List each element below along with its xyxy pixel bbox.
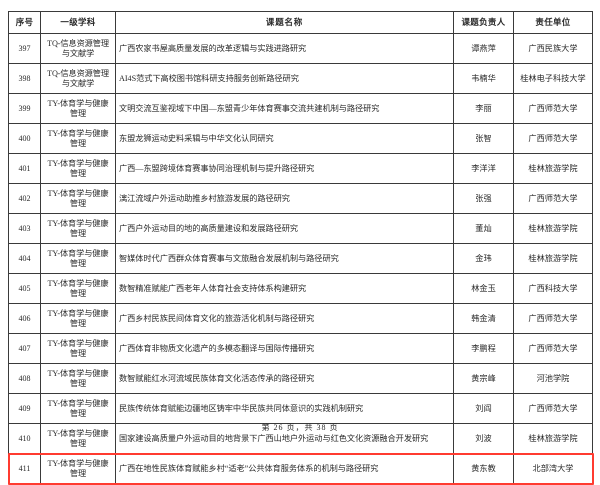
document-page: 序号 一级学科 课题名称 课题负责人 责任单位 397 TQ-信息资源管理与文献学… [7,11,594,485]
cell-organization: 广西科技大学 [513,273,593,304]
cell-seq: 409 [8,393,41,424]
cell-seq: 405 [8,273,41,304]
table-row: 405 TY-体育学与健康管理 数智精准赋能广西老年人体育社会支持体系构建研究 林金玉… [8,273,593,304]
cell-organization: 广西师范大学 [513,183,593,214]
cell-seq: 408 [8,363,41,394]
cell-title: 广西乡村民族民间体育文化的旅游活化机制与路径研究 [115,303,454,334]
cell-organization: 桂林旅游学院 [513,213,593,244]
cell-organization: 广西师范大学 [513,393,593,424]
table-row: 401 TY-体育学与健康管理 广西—东盟跨境体育赛事协同治理机制与提升路径研究 李洋… [8,153,593,184]
cell-seq: 401 [8,153,41,184]
cell-seq: 403 [8,213,41,244]
cell-discipline: TY-体育学与健康管理 [40,153,116,184]
column-header-title: 课题名称 [115,11,454,34]
cell-organization: 广西师范大学 [513,333,593,364]
column-header-organization: 责任单位 [513,11,593,34]
table-header-row: 序号 一级学科 课题名称 课题负责人 责任单位 [8,11,593,34]
cell-discipline: TQ-信息资源管理与文献学 [40,63,116,94]
cell-leader: 韦楠华 [453,63,514,94]
cell-discipline: TQ-信息资源管理与文献学 [40,33,116,64]
cell-seq: 404 [8,243,41,274]
cell-discipline: TY-体育学与健康管理 [40,123,116,154]
table-row: 406 TY-体育学与健康管理 广西乡村民族民间体育文化的旅游活化机制与路径研究 韩金… [8,303,593,334]
cell-leader: 张强 [453,183,514,214]
cell-organization: 桂林旅游学院 [513,243,593,274]
cell-seq: 399 [8,93,41,124]
cell-seq: 411 [8,453,41,484]
cell-leader: 刘阎 [453,393,514,424]
cell-discipline: TY-体育学与健康管理 [40,393,116,424]
cell-leader: 林金玉 [453,273,514,304]
cell-discipline: TY-体育学与健康管理 [40,333,116,364]
table-body: 397 TQ-信息资源管理与文献学 广西农家书屋高质量发展的改革逻辑与实践进路研究谭… [8,33,593,484]
cell-title: 漓江流域户外运动助推乡村旅游发展的路径研究 [115,183,454,214]
cell-title: 智媒体时代广西群众体育赛事与文旅融合发展机制与路径研究 [115,243,454,274]
cell-organization: 河池学院 [513,363,593,394]
cell-organization: 桂林电子科技大学 [513,63,593,94]
cell-leader: 金玮 [453,243,514,274]
cell-title: 广西在地性民族体育赋能乡村“适老”公共体育服务体系的机制与路径研究 [115,453,454,484]
cell-organization: 桂林旅游学院 [513,153,593,184]
column-header-seq: 序号 [8,11,41,34]
cell-leader: 董灿 [453,213,514,244]
table-row: 407 TY-体育学与健康管理 广西体育非物质文化遗产的多模态翻译与国际传播研究 李鹏… [8,333,593,364]
cell-title: 广西农家书屋高质量发展的改革逻辑与实践进路研究 [115,33,454,64]
cell-title: AI4S范式下高校图书馆科研支持服务创新路径研究 [115,63,454,94]
cell-title: 数智赋能红水河流域民族体育文化活态传承的路径研究 [115,363,454,394]
column-header-discipline: 一级学科 [40,11,116,34]
cell-leader: 李鹏程 [453,333,514,364]
cell-organization: 广西师范大学 [513,123,593,154]
table-row: 402 TY-体育学与健康管理 漓江流域户外运动助推乡村旅游发展的路径研究 张强 广西师… [8,183,593,214]
cell-organization: 广西师范大学 [513,303,593,334]
table-header: 序号 一级学科 课题名称 课题负责人 责任单位 [8,11,593,34]
cell-seq: 397 [8,33,41,64]
cell-title: 东盟龙狮运动史料采辑与中华文化认同研究 [115,123,454,154]
cell-leader: 李丽 [453,93,514,124]
cell-leader: 黄东教 [453,453,514,484]
table-row: 400 TY-体育学与健康管理 东盟龙狮运动史料采辑与中华文化认同研究 张智 广西师范大… [8,123,593,154]
column-header-leader: 课题负责人 [453,11,514,34]
table-row: 409 TY-体育学与健康管理 民族传统体育赋能边疆地区铸牢中华民族共同体意识的实践… [8,393,593,424]
cell-title: 数智精准赋能广西老年人体育社会支持体系构建研究 [115,273,454,304]
cell-seq: 406 [8,303,41,334]
cell-title: 广西户外运动目的地的高质量建设和发展路径研究 [115,213,454,244]
cell-organization: 广西师范大学 [513,93,593,124]
cell-discipline: TY-体育学与健康管理 [40,93,116,124]
table-row: 411 TY-体育学与健康管理 广西在地性民族体育赋能乡村“适老”公共体育服务体系的… [8,453,593,484]
cell-leader: 谭燕萍 [453,33,514,64]
cell-discipline: TY-体育学与健康管理 [40,303,116,334]
cell-title: 广西体育非物质文化遗产的多模态翻译与国际传播研究 [115,333,454,364]
page-footer: 第 26 页，共 38 页 [261,423,339,432]
table-row: 403 TY-体育学与健康管理 广西户外运动目的地的高质量建设和发展路径研究 董灿 桂林… [8,213,593,244]
cell-seq: 400 [8,123,41,154]
cell-discipline: TY-体育学与健康管理 [40,363,116,394]
table-row: 398 TQ-信息资源管理与文献学 AI4S范式下高校图书馆科研支持服务创新路径研究… [8,63,593,94]
cell-organization: 北部湾大学 [513,453,593,484]
cell-seq: 407 [8,333,41,364]
cell-discipline: TY-体育学与健康管理 [40,453,116,484]
cell-discipline: TY-体育学与健康管理 [40,273,116,304]
cell-leader: 韩金清 [453,303,514,334]
cell-seq: 402 [8,183,41,214]
table-row: 399 TY-体育学与健康管理 文明交流互鉴视域下中国—东盟青少年体育赛事交流共建机… [8,93,593,124]
project-approval-table: 序号 一级学科 课题名称 课题负责人 责任单位 397 TQ-信息资源管理与文献学… [8,11,593,484]
cell-seq: 398 [8,63,41,94]
cell-title: 文明交流互鉴视域下中国—东盟青少年体育赛事交流共建机制与路径研究 [115,93,454,124]
cell-leader: 张智 [453,123,514,154]
table-row: 404 TY-体育学与健康管理 智媒体时代广西群众体育赛事与文旅融合发展机制与路径研… [8,243,593,274]
cell-title: 广西—东盟跨境体育赛事协同治理机制与提升路径研究 [115,153,454,184]
cell-leader: 李洋洋 [453,153,514,184]
cell-discipline: TY-体育学与健康管理 [40,183,116,214]
cell-discipline: TY-体育学与健康管理 [40,243,116,274]
table-row: 408 TY-体育学与健康管理 数智赋能红水河流域民族体育文化活态传承的路径研究 黄宗… [8,363,593,394]
cell-leader: 黄宗峰 [453,363,514,394]
cell-title: 民族传统体育赋能边疆地区铸牢中华民族共同体意识的实践机制研究 [115,393,454,424]
cell-discipline: TY-体育学与健康管理 [40,213,116,244]
cell-organization: 广西民族大学 [513,33,593,64]
table-row: 397 TQ-信息资源管理与文献学 广西农家书屋高质量发展的改革逻辑与实践进路研究谭… [8,33,593,64]
